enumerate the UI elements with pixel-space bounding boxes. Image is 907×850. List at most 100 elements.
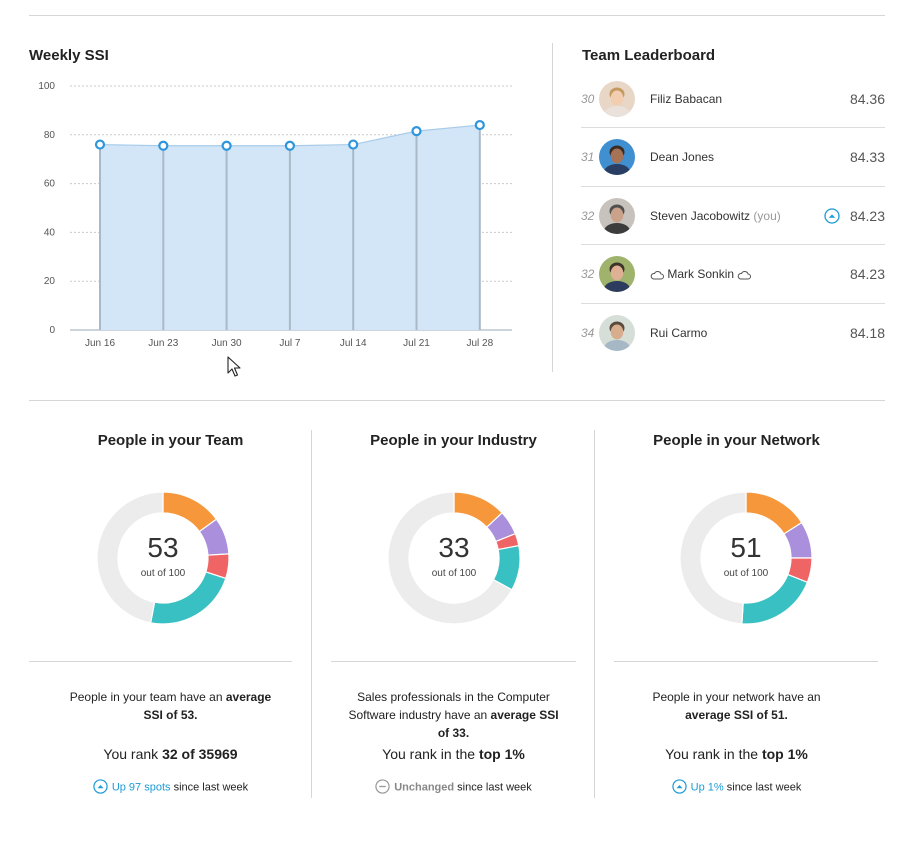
leaderboard-row[interactable]: 32 Steven Jacobowitz (you) 84.23 xyxy=(581,187,885,245)
panel-description: People in your team have an average SSI … xyxy=(29,688,312,724)
leaderboard-score: 84.23 xyxy=(849,266,885,282)
you-label: (you) xyxy=(750,208,781,223)
data-point[interactable] xyxy=(348,139,359,150)
rank-text: You rank in the top 1% xyxy=(312,746,595,762)
leaderboard-row[interactable]: 32 Mark Sonkin 84.23 xyxy=(581,246,885,304)
panel-divider-1 xyxy=(311,430,312,798)
panel-description: Sales professionals in the Computer Soft… xyxy=(312,688,595,742)
weekly-change: Unchanged since last week xyxy=(312,779,595,795)
avatar[interactable] xyxy=(599,80,635,117)
name-text: Mark Sonkin xyxy=(667,267,735,281)
data-point[interactable] xyxy=(284,140,295,151)
y-tick-label: 0 xyxy=(49,325,55,336)
up-arrow-icon xyxy=(671,779,687,794)
leaderboard-rank: 30 xyxy=(581,91,595,106)
up-arrow-icon xyxy=(93,779,108,794)
weekly-change: Up 1% since last week xyxy=(595,779,878,795)
leaderboard-title: Team Leaderboard xyxy=(582,47,716,64)
panel-divider xyxy=(29,661,292,662)
rank-prefix: You rank in the xyxy=(665,746,762,762)
x-tick-label: Jul 14 xyxy=(340,338,367,349)
desc-text: People in your network have an xyxy=(652,690,821,704)
panel-title: People in your Network xyxy=(653,432,820,449)
team-donut-chart xyxy=(96,491,230,625)
network-donut-chart xyxy=(679,491,813,625)
leaderboard-score: 84.33 xyxy=(849,149,885,165)
leaderboard-rank: 34 xyxy=(581,326,595,340)
name-text: Steven Jacobowitz xyxy=(650,208,751,223)
donut-remainder xyxy=(96,491,164,624)
donut-center: 33 out of 100 xyxy=(386,490,522,626)
y-tick-label: 100 xyxy=(38,81,55,92)
rank-value: top 1% xyxy=(761,746,808,762)
change-value: Up 97 spots xyxy=(111,781,171,794)
panel-title: People in your Team xyxy=(97,432,244,449)
middle-divider xyxy=(29,400,885,401)
data-point[interactable] xyxy=(411,126,422,137)
unchanged-icon xyxy=(375,779,390,794)
desc-bold: average SSI of 33. xyxy=(437,708,559,740)
data-point[interactable] xyxy=(94,139,106,150)
avatar[interactable] xyxy=(599,256,635,292)
leaderboard-score: 84.36 xyxy=(849,90,885,107)
leaderboard-name[interactable]: Rui Carmo xyxy=(650,326,707,340)
cloud-icon xyxy=(734,267,752,281)
change-suffix: since last week xyxy=(454,781,532,794)
rank-value: top 1% xyxy=(478,746,525,762)
leaderboard-score: 84.18 xyxy=(849,325,885,341)
change-value: Unchanged xyxy=(394,781,455,794)
name-text: Filiz Babacan xyxy=(650,91,723,106)
leaderboard-name[interactable]: Mark Sonkin xyxy=(650,267,752,281)
desc-bold: average SSI of 53. xyxy=(143,690,272,722)
weekly-change: Up 97 spots since last week xyxy=(29,779,312,795)
panel-title: People in your Industry xyxy=(370,432,537,449)
x-tick-label: Jul 28 xyxy=(466,338,493,349)
cloud-icon xyxy=(650,267,667,281)
out-of-label: out of 100 xyxy=(431,568,477,579)
y-tick-label: 80 xyxy=(44,130,56,141)
rank-text: You rank in the top 1% xyxy=(595,746,878,762)
weekly-ssi-title: Weekly SSI xyxy=(29,47,109,64)
industry-ssi-score: 33 xyxy=(438,532,470,563)
top-divider xyxy=(29,15,885,16)
rank-text: You rank 32 of 35969 xyxy=(29,746,312,762)
network-panel: People in your Network 51 out of 100 Peo… xyxy=(595,430,878,800)
out-of-label: out of 100 xyxy=(723,568,769,579)
avatar[interactable] xyxy=(599,139,635,175)
change-suffix: since last week xyxy=(723,781,802,794)
x-tick-label: Jul 21 xyxy=(403,338,430,349)
leaderboard-name[interactable]: Dean Jones xyxy=(650,150,714,164)
rank-prefix: You rank in the xyxy=(382,746,479,762)
desc-text: People in your team have an xyxy=(69,690,226,704)
leaderboard-rank: 32 xyxy=(581,208,595,223)
change-suffix: since last week xyxy=(170,781,249,794)
donut-remainder xyxy=(387,491,513,625)
x-tick-label: Jul 7 xyxy=(279,338,301,349)
leaderboard-name[interactable]: Filiz Babacan xyxy=(650,92,722,106)
leaderboard-row[interactable]: 34 Rui Carmo 84.18 xyxy=(581,304,885,362)
network-ssi-score: 51 xyxy=(730,532,762,563)
change-value: Up 1% xyxy=(690,781,724,794)
data-point[interactable] xyxy=(474,119,485,131)
out-of-label: out of 100 xyxy=(140,568,186,579)
leaderboard-row[interactable]: 30 Filiz Babacan 84.36 xyxy=(581,70,885,128)
panel-divider xyxy=(331,661,576,662)
leaderboard-row[interactable]: 31 Dean Jones 84.33 xyxy=(581,129,885,187)
team-ssi-score: 53 xyxy=(147,532,179,563)
leaderboard-rank: 31 xyxy=(581,150,595,164)
avatar[interactable] xyxy=(599,315,635,351)
x-tick-label: Jun 16 xyxy=(85,338,115,349)
avatar[interactable] xyxy=(599,197,635,234)
leaderboard-score: 84.23 xyxy=(849,207,885,224)
desc-text: Sales professionals in the Computer Soft… xyxy=(348,690,550,722)
leaderboard-rank: 32 xyxy=(581,267,595,281)
data-point[interactable] xyxy=(158,140,169,151)
x-tick-label: Jun 23 xyxy=(148,338,178,349)
chart-leaderboard-divider xyxy=(552,43,553,372)
leaderboard-name[interactable]: Steven Jacobowitz (you) xyxy=(650,209,781,223)
industry-panel: People in your Industry 33 out of 100 Sa… xyxy=(312,430,595,800)
panel-divider-2 xyxy=(594,430,595,798)
team-panel: People in your Team 53 out of 100 People… xyxy=(29,430,312,800)
donut-center: 53 out of 100 xyxy=(95,490,231,626)
data-point[interactable] xyxy=(221,140,232,151)
